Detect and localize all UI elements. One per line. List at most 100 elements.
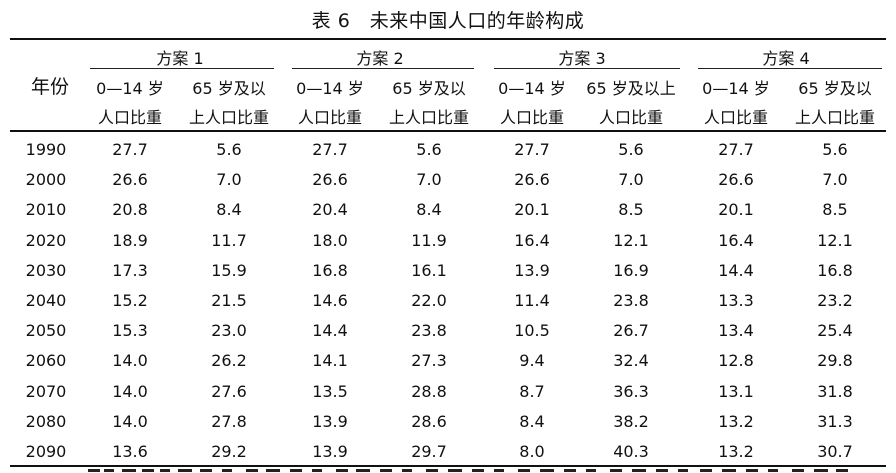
value-cell: 14.6 (312, 291, 348, 310)
year-cell: 2060 (25, 351, 67, 371)
top-rule (10, 38, 886, 40)
value-cell: 10.5 (514, 321, 550, 341)
column-header-line2: 上人口比重 (388, 108, 469, 127)
value-cell: 7.0 (216, 170, 242, 190)
value-cell: 7.0 (822, 170, 848, 190)
value-cell: 8.4 (519, 411, 545, 431)
value-cell: 17.3 (112, 260, 148, 280)
year-cell: 2090 (25, 442, 67, 461)
clipped-glyph (356, 469, 370, 472)
year-cell: 2010 (25, 200, 67, 220)
clipped-glyph (586, 469, 596, 472)
value-cell: 7.0 (618, 170, 644, 190)
value-cell: 11.7 (211, 230, 247, 250)
clipped-glyph (200, 469, 212, 472)
value-cell: 20.4 (312, 200, 348, 220)
value-cell: 27.6 (211, 381, 247, 401)
value-cell: 8.7 (519, 381, 545, 401)
value-cell: 26.6 (514, 170, 550, 190)
value-cell: 13.9 (312, 411, 348, 431)
clipped-glyph (836, 469, 848, 472)
value-cell: 27.3 (411, 351, 447, 371)
value-cell: 13.2 (718, 411, 754, 431)
value-cell: 5.6 (618, 140, 644, 159)
value-cell: 8.5 (822, 200, 848, 220)
value-cell: 16.8 (312, 260, 348, 280)
value-cell: 13.5 (312, 381, 348, 401)
value-cell: 18.9 (112, 230, 148, 250)
value-cell: 14.0 (112, 381, 148, 401)
value-cell: 31.8 (817, 381, 853, 401)
clipped-glyph (290, 469, 302, 472)
value-cell: 5.6 (216, 140, 242, 159)
column-header-line2: 人口比重 (499, 108, 564, 127)
column-header-line1: 0—14 岁 (296, 79, 364, 98)
value-cell: 16.9 (613, 260, 649, 280)
value-cell: 13.6 (112, 442, 148, 461)
column-header-line2: 人口比重 (97, 108, 162, 127)
value-cell: 40.3 (613, 442, 649, 461)
clipped-glyph (266, 469, 280, 472)
clipped-glyph (678, 469, 688, 472)
year-cell: 2070 (25, 381, 67, 401)
column-header-line1: 65 岁及以 (798, 79, 872, 98)
value-cell: 30.7 (817, 442, 853, 461)
column-header-line1: 0—14 岁 (498, 79, 566, 98)
value-cell: 20.1 (514, 200, 550, 220)
clipped-glyph (632, 469, 646, 472)
value-cell: 9.4 (519, 351, 545, 371)
clipped-glyph (700, 469, 712, 472)
clipped-glyph (564, 469, 576, 472)
value-cell: 31.3 (817, 411, 853, 431)
value-cell: 15.9 (211, 260, 247, 280)
value-cell: 23.8 (613, 291, 649, 310)
column-header-line1: 65 岁及以 (192, 79, 266, 98)
clipped-glyph (518, 469, 530, 472)
value-cell: 26.7 (613, 321, 649, 341)
column-header-line2: 人口比重 (703, 108, 768, 127)
value-cell: 26.6 (312, 170, 348, 190)
value-cell: 8.5 (618, 200, 644, 220)
clipped-glyph (426, 469, 438, 472)
header-rule (10, 130, 886, 132)
value-cell: 8.4 (216, 200, 242, 220)
clipped-glyph (540, 469, 554, 472)
column-header-line2: 上人口比重 (794, 108, 875, 127)
clipped-glyph (610, 469, 622, 472)
value-cell: 16.8 (817, 260, 853, 280)
scheme-header: 方案 2 (356, 49, 404, 68)
value-cell: 14.0 (112, 411, 148, 431)
column-header-line2: 人口比重 (598, 108, 663, 127)
clipped-glyph (222, 469, 232, 472)
clipped-glyph (472, 469, 484, 472)
column-header-line1: 0—14 岁 (96, 79, 164, 98)
value-cell: 27.7 (312, 140, 348, 159)
year-header: 年份 (30, 76, 69, 98)
value-cell: 21.5 (211, 291, 247, 310)
scheme-underline (292, 68, 474, 69)
clipped-glyph (448, 469, 462, 472)
value-cell: 13.1 (718, 381, 754, 401)
clipped-glyph (814, 469, 828, 472)
clipped-glyph (380, 469, 392, 472)
value-cell: 16.1 (411, 260, 447, 280)
year-cell: 2030 (25, 260, 67, 280)
value-cell: 16.4 (514, 230, 550, 250)
value-cell: 13.9 (312, 442, 348, 461)
column-header-line1: 65 岁及以 (392, 79, 466, 98)
value-cell: 13.2 (718, 442, 754, 461)
year-cell: 2050 (25, 321, 67, 341)
value-cell: 23.8 (411, 321, 447, 341)
value-cell: 13.4 (718, 321, 754, 341)
value-cell: 29.2 (211, 442, 247, 461)
scheme-underline (494, 68, 680, 69)
value-cell: 27.7 (112, 140, 148, 159)
clipped-glyph (104, 469, 114, 472)
value-cell: 11.4 (514, 291, 550, 310)
clipped-glyph (792, 469, 804, 472)
year-cell: 2020 (25, 230, 67, 250)
clipped-glyph (122, 469, 136, 472)
value-cell: 11.9 (411, 230, 447, 250)
scheme-underline (90, 68, 274, 69)
